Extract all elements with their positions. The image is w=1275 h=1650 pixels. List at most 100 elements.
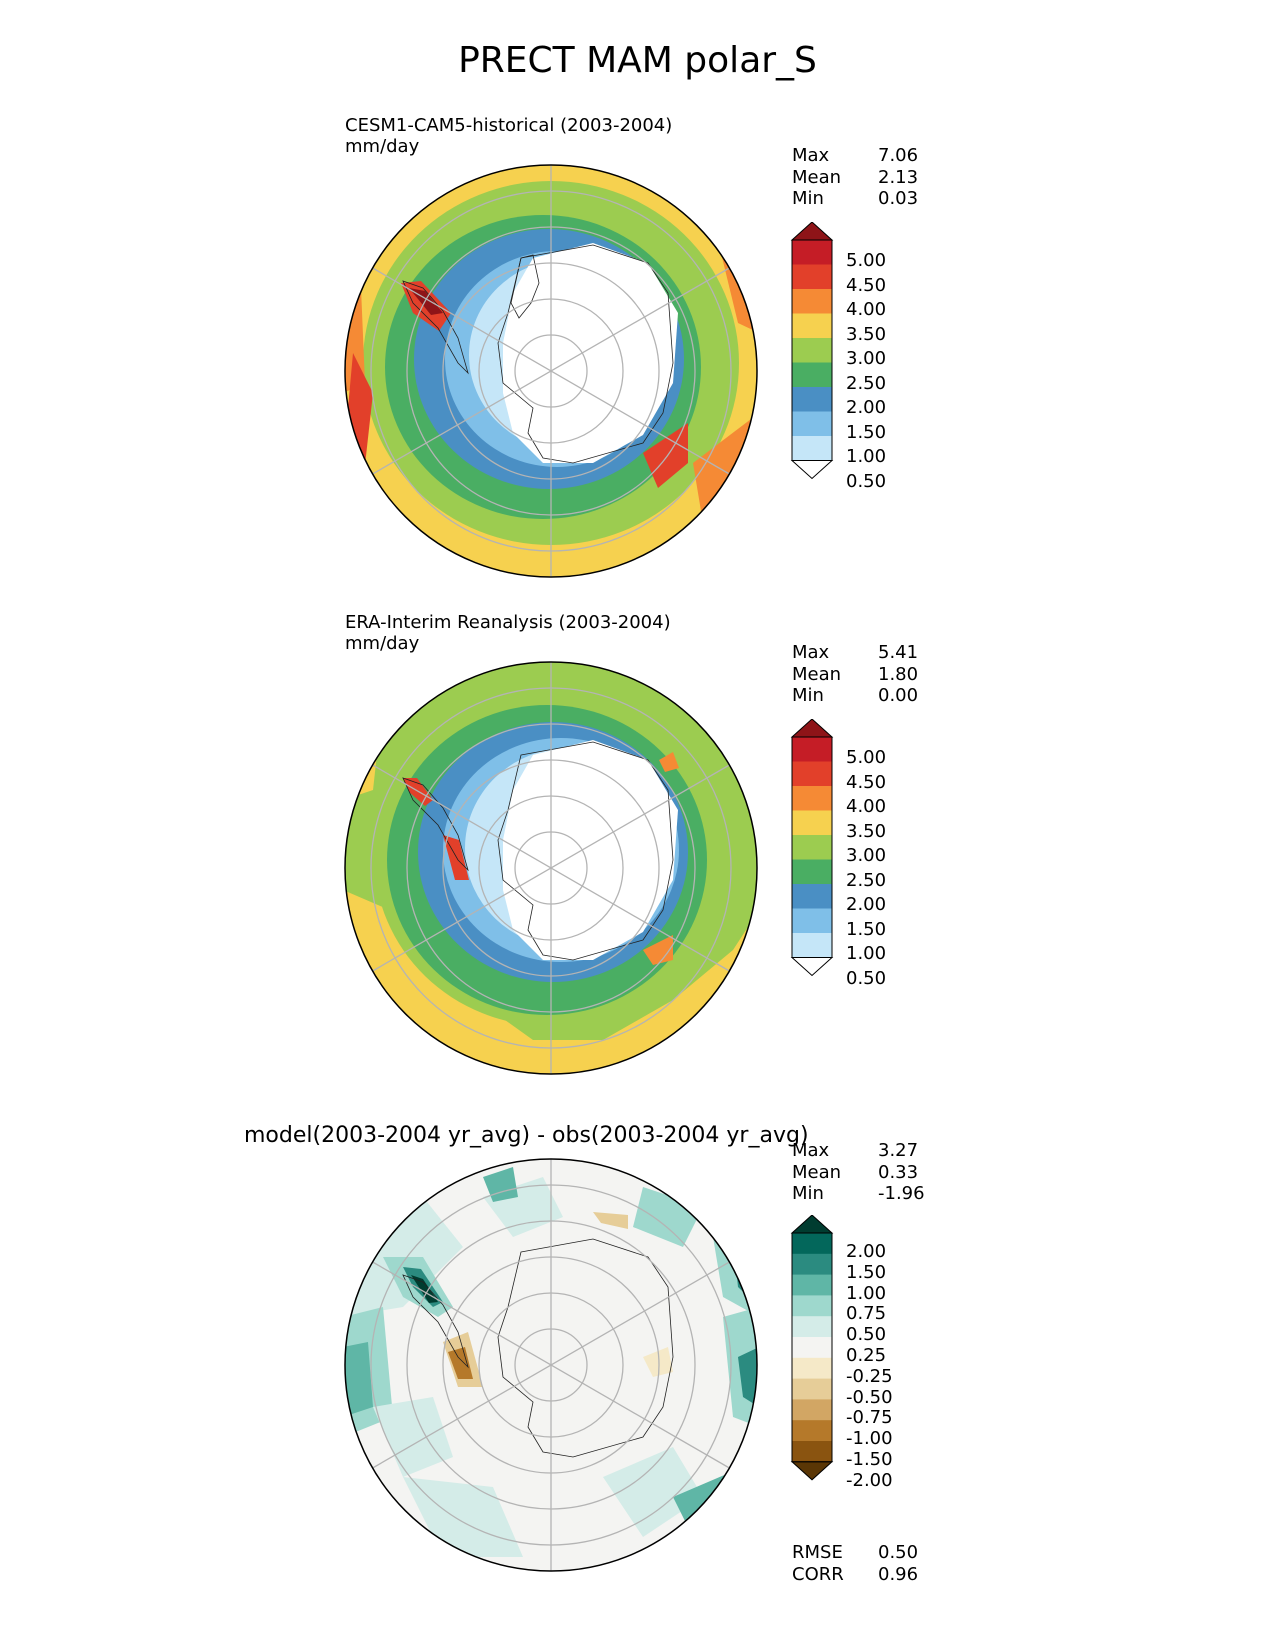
colorbar-tick-label: -2.00 — [846, 1469, 893, 1491]
stat-label: Mean — [792, 663, 842, 685]
panel-title-ref: ERA-Interim Reanalysis (2003-2004) — [345, 612, 671, 633]
colorbar-tick-label: 0.50 — [846, 470, 887, 492]
colorbar-test-swatches — [790, 222, 834, 480]
colorbar-extend-max — [790, 1215, 834, 1234]
colorbar-swatch — [792, 313, 832, 339]
colorbar-swatch — [792, 1274, 832, 1296]
colorbar-swatch — [792, 1399, 832, 1421]
colorbar-swatch — [792, 1378, 832, 1400]
stat-label: Mean — [792, 1161, 842, 1183]
colorbar-diff — [790, 1215, 834, 1481]
colorbar-tick-label: 1.50 — [846, 918, 887, 940]
colorbar-swatch — [792, 884, 832, 909]
stats-diff: Max 3.27 Mean 0.33 Min -1.96 — [792, 1140, 925, 1205]
colorbar-swatch — [792, 810, 832, 836]
stats-test: Max 7.06 Mean 2.13 Min 0.03 — [792, 145, 919, 210]
colorbar-extend-max — [790, 222, 834, 241]
colorbar-swatch — [792, 1337, 832, 1359]
stat-value: 3.27 — [878, 1140, 919, 1161]
colorbar-tick-label: 1.50 — [846, 421, 887, 443]
stat-value: 1.80 — [878, 663, 919, 685]
colorbar-tick-label: 4.50 — [846, 771, 887, 793]
colorbar-swatch — [792, 289, 832, 314]
colorbar-extend-min — [790, 460, 834, 480]
colorbar-tick-label: 2.50 — [846, 372, 887, 394]
stats-ref: Max 5.41 Mean 1.80 Min 0.00 — [792, 642, 919, 707]
stat-label: RMSE — [792, 1542, 843, 1563]
colorbar-tick-label: 1.00 — [846, 446, 887, 467]
colorbar-tick-label: 5.00 — [846, 250, 887, 271]
panel-title-test: CESM1-CAM5-historical (2003-2004) — [345, 115, 673, 136]
stats-diff-extra: RMSE 0.50 CORR 0.96 — [792, 1542, 919, 1585]
stat-label: Max — [792, 642, 830, 663]
colorbar-tick-label: -0.50 — [846, 1386, 893, 1408]
stat-value: 7.06 — [878, 145, 919, 166]
stat-value: 5.41 — [878, 642, 919, 663]
colorbar-swatch — [792, 786, 832, 811]
colorbar-tick-label: 4.00 — [846, 796, 887, 817]
colorbar-swatch — [792, 1253, 832, 1276]
stat-label: CORR — [792, 1563, 844, 1585]
colorbar-swatch — [792, 387, 832, 412]
colorbar-ref-swatches — [790, 719, 834, 977]
stat-label: Min — [792, 685, 824, 706]
stat-label: Mean — [792, 166, 842, 188]
colorbar-swatch — [792, 933, 832, 958]
colorbar-tick-label: 3.50 — [846, 323, 887, 345]
colorbar-ref — [790, 719, 834, 977]
colorbar-tick-label: -0.25 — [846, 1365, 893, 1387]
stat-value: 0.96 — [878, 1563, 919, 1585]
colorbar-tick-label: 0.50 — [846, 1324, 887, 1346]
polar-map-ref — [344, 661, 758, 1075]
colorbar-tick-label: 2.00 — [846, 1241, 887, 1262]
polar-map-test — [344, 164, 758, 578]
colorbar-swatch — [792, 338, 832, 363]
colorbar-tick-label: 1.00 — [846, 943, 887, 964]
colorbar-tick-label: 4.50 — [846, 274, 887, 296]
colorbar-extend-min — [790, 1461, 834, 1481]
colorbar-tick-label: 1.00 — [846, 1282, 887, 1304]
colorbar-tick-label: 2.00 — [846, 894, 887, 915]
colorbar-tick-label: -1.50 — [846, 1449, 893, 1470]
colorbar-swatch — [792, 411, 832, 437]
panel-units-test: mm/day — [345, 136, 420, 157]
stat-label: Min — [792, 188, 824, 209]
colorbar-extend-max — [790, 719, 834, 738]
figure-title: PRECT MAM polar_S — [458, 40, 817, 81]
colorbar-swatch — [792, 1420, 832, 1442]
stat-value: 0.00 — [878, 685, 919, 706]
colorbar-tick-label: 0.50 — [846, 967, 887, 989]
stat-value: 0.03 — [878, 188, 919, 209]
colorbar-swatch — [792, 908, 832, 934]
colorbar-swatch — [792, 859, 832, 885]
colorbar-tick-label: 4.00 — [846, 299, 887, 320]
colorbar-tick-label: -1.00 — [846, 1428, 893, 1450]
colorbar-tick-label: 1.50 — [846, 1261, 887, 1283]
colorbar-swatch — [792, 1233, 832, 1255]
polar-map-diff — [344, 1158, 758, 1572]
colorbar-outline — [791, 239, 833, 461]
colorbar-swatch — [792, 362, 832, 388]
stat-value: -1.96 — [878, 1183, 925, 1204]
stat-value: 2.13 — [878, 166, 919, 188]
colorbar-swatch — [792, 264, 832, 290]
colorbar-swatch — [792, 835, 832, 860]
colorbar-diff-swatches — [790, 1215, 834, 1481]
colorbar-tick-label: 5.00 — [846, 747, 887, 768]
colorbar-tick-label: 0.25 — [846, 1345, 887, 1366]
colorbar-tick-label: 3.50 — [846, 820, 887, 842]
colorbar-test — [790, 222, 834, 480]
stat-value: 0.50 — [878, 1542, 919, 1563]
stat-value: 0.33 — [878, 1161, 919, 1183]
colorbar-swatch — [792, 1316, 832, 1338]
colorbar-swatch — [792, 436, 832, 461]
colorbar-tick-label: 2.00 — [846, 397, 887, 418]
colorbar-tick-label: 3.00 — [846, 348, 887, 369]
colorbar-outline — [791, 736, 833, 958]
colorbar-tick-label: 3.00 — [846, 845, 887, 866]
colorbar-swatch — [792, 1441, 832, 1463]
colorbar-swatch — [792, 737, 832, 762]
colorbar-swatch — [792, 1357, 832, 1380]
colorbar-swatch — [792, 240, 832, 265]
colorbar-extend-min — [790, 957, 834, 977]
